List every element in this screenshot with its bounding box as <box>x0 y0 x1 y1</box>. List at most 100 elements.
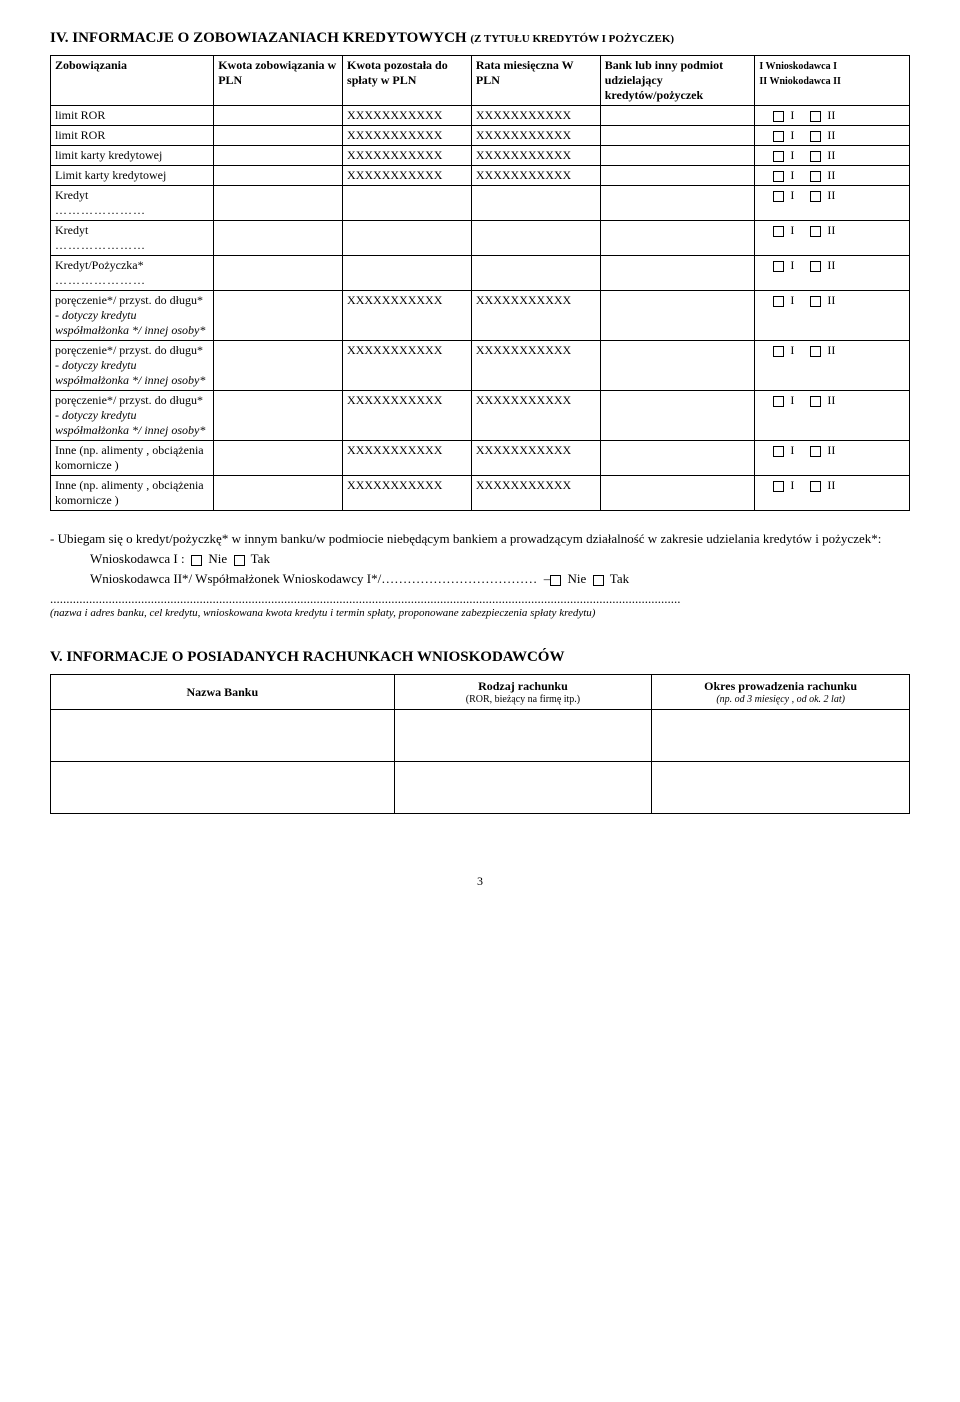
section4-title-main: IV. INFORMACJE O ZOBOWIAZANIACH KREDYTOW… <box>50 30 470 46</box>
row-label: Kredyt/Pożyczka*………………… <box>51 256 214 291</box>
checkbox-ii[interactable] <box>810 296 821 307</box>
checkbox-wn1-nie[interactable] <box>191 555 202 566</box>
table-row: Inne (np. alimenty , obciążenia komornic… <box>51 441 910 476</box>
checkbox-ii[interactable] <box>810 346 821 357</box>
checkbox-wn2-nie[interactable] <box>550 575 561 586</box>
cell-bank[interactable] <box>600 146 755 166</box>
cell-rata: XXXXXXXXXXX <box>471 166 600 186</box>
cell-rata[interactable] <box>471 221 600 256</box>
cell-bank[interactable] <box>600 126 755 146</box>
cell-kzob[interactable] <box>214 476 343 511</box>
checkbox-ii[interactable] <box>810 111 821 122</box>
cell-bank[interactable] <box>600 256 755 291</box>
cell-kzob[interactable] <box>214 146 343 166</box>
acct-cell[interactable] <box>394 762 652 814</box>
cell-kzob[interactable] <box>214 391 343 441</box>
cell-bank[interactable] <box>600 291 755 341</box>
cell-kpoz[interactable] <box>343 221 472 256</box>
th-zob: Zobowiązania <box>51 56 214 106</box>
cell-kzob[interactable] <box>214 221 343 256</box>
cell-wn-checks: I II <box>755 221 910 256</box>
checkbox-i[interactable] <box>773 346 784 357</box>
table-row: Kredyt………………… I II <box>51 221 910 256</box>
checkbox-ii[interactable] <box>810 446 821 457</box>
checkbox-wn2-tak[interactable] <box>593 575 604 586</box>
cell-wn-checks: I II <box>755 476 910 511</box>
cell-bank[interactable] <box>600 476 755 511</box>
th-kzob: Kwota zobowiązania w PLN <box>214 56 343 106</box>
acct-cell[interactable] <box>51 710 395 762</box>
cell-rata: XXXXXXXXXXX <box>471 391 600 441</box>
cell-bank[interactable] <box>600 391 755 441</box>
checkbox-i[interactable] <box>773 226 784 237</box>
checkbox-i[interactable] <box>773 151 784 162</box>
cell-bank[interactable] <box>600 221 755 256</box>
checkbox-ii[interactable] <box>810 226 821 237</box>
checkbox-ii[interactable] <box>810 481 821 492</box>
cell-kzob[interactable] <box>214 341 343 391</box>
th-wn: I Wnioskodawca I II Wniokodawca II <box>755 56 910 106</box>
cell-kzob[interactable] <box>214 126 343 146</box>
cell-rata: XXXXXXXXXXX <box>471 441 600 476</box>
acct-cell[interactable] <box>652 710 910 762</box>
acct-h2-sub: (ROR, bieżący na firmę itp.) <box>399 694 648 705</box>
note-wn2-line: Wnioskodawca II*/ Współmałżonek Wnioskod… <box>90 571 910 587</box>
checkbox-ii[interactable] <box>810 191 821 202</box>
cell-rata[interactable] <box>471 186 600 221</box>
checkbox-i[interactable] <box>773 446 784 457</box>
cell-kpoz: XXXXXXXXXXX <box>343 106 472 126</box>
checkbox-ii[interactable] <box>810 151 821 162</box>
cell-kpoz: XXXXXXXXXXX <box>343 291 472 341</box>
cell-wn-checks: I II <box>755 391 910 441</box>
checkbox-i[interactable] <box>773 191 784 202</box>
acct-cell[interactable] <box>51 762 395 814</box>
dotted-sublabel: ………………… <box>55 273 209 288</box>
cell-bank[interactable] <box>600 341 755 391</box>
checkbox-ii[interactable] <box>810 171 821 182</box>
cell-bank[interactable] <box>600 106 755 126</box>
checkbox-i[interactable] <box>773 111 784 122</box>
checkbox-i[interactable] <box>773 481 784 492</box>
checkbox-wn1-tak[interactable] <box>234 555 245 566</box>
nie-1: Nie <box>208 551 227 566</box>
table-row: Kredyt………………… I II <box>51 186 910 221</box>
cell-kzob[interactable] <box>214 186 343 221</box>
cell-rata: XXXXXXXXXXX <box>471 476 600 511</box>
th-wn1: I Wnioskodawca I <box>759 61 837 72</box>
checkbox-i[interactable] <box>773 171 784 182</box>
cell-kpoz: XXXXXXXXXXX <box>343 166 472 186</box>
acct-h3-sub: (np. od 3 miesięcy , od ok. 2 lat) <box>656 694 905 705</box>
table-row: limit RORXXXXXXXXXXXXXXXXXXXXXX I II <box>51 106 910 126</box>
cell-kzob[interactable] <box>214 441 343 476</box>
cell-kpoz[interactable] <box>343 186 472 221</box>
cell-rata: XXXXXXXXXXX <box>471 291 600 341</box>
checkbox-i[interactable] <box>773 261 784 272</box>
cell-kpoz: XXXXXXXXXXX <box>343 146 472 166</box>
cell-rata: XXXXXXXXXXX <box>471 126 600 146</box>
cell-kpoz: XXXXXXXXXXX <box>343 126 472 146</box>
cell-kpoz[interactable] <box>343 256 472 291</box>
cell-kzob[interactable] <box>214 291 343 341</box>
cell-bank[interactable] <box>600 186 755 221</box>
row-label: Inne (np. alimenty , obciążenia komornic… <box>51 441 214 476</box>
cell-wn-checks: I II <box>755 291 910 341</box>
cell-kzob[interactable] <box>214 106 343 126</box>
checkbox-i[interactable] <box>773 296 784 307</box>
cell-bank[interactable] <box>600 166 755 186</box>
cell-bank[interactable] <box>600 441 755 476</box>
acct-cell[interactable] <box>652 762 910 814</box>
checkbox-ii[interactable] <box>810 396 821 407</box>
acct-header-row: Nazwa Banku Rodzaj rachunku (ROR, bieżąc… <box>51 675 910 710</box>
acct-cell[interactable] <box>394 710 652 762</box>
checkbox-i[interactable] <box>773 396 784 407</box>
checkbox-ii[interactable] <box>810 261 821 272</box>
checkbox-ii[interactable] <box>810 131 821 142</box>
cell-kzob[interactable] <box>214 256 343 291</box>
cell-kzob[interactable] <box>214 166 343 186</box>
row-label: Kredyt………………… <box>51 186 214 221</box>
section5-title: V. INFORMACJE O POSIADANYCH RACHUNKACH W… <box>50 649 910 666</box>
row-label: poręczenie*/ przyst. do długu* - dotyczy… <box>51 391 214 441</box>
checkbox-i[interactable] <box>773 131 784 142</box>
cell-rata[interactable] <box>471 256 600 291</box>
tak-2: Tak <box>610 571 629 586</box>
